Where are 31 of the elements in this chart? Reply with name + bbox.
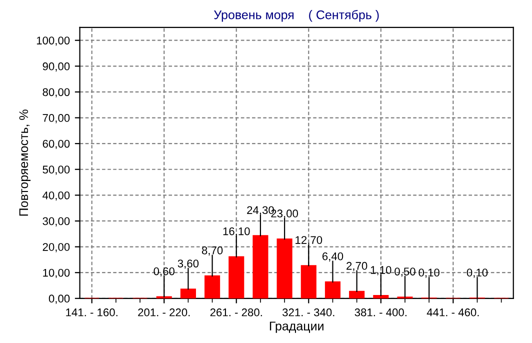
- x-axis-title: Градации: [270, 322, 324, 333]
- y-tick-label: 20,00: [42, 243, 70, 252]
- y-tick-label: 70,00: [42, 114, 70, 124]
- x-tick-label: 261. - 280.: [210, 308, 262, 316]
- data-label: 0,10: [466, 268, 488, 278]
- y-tick-label: 90,00: [42, 62, 70, 72]
- x-tick-label: 381. - 400.: [354, 308, 406, 316]
- chart-title: Уровень моря ( Сентябрь ): [214, 10, 379, 22]
- x-tick-label: 201. - 220.: [138, 308, 190, 316]
- y-tick-label: 60,00: [42, 140, 70, 150]
- data-label: 12,70: [296, 236, 322, 246]
- data-label: 16,10: [223, 227, 250, 237]
- x-tick-label: 441. - 460.: [426, 308, 479, 316]
- y-tick-label: 40,00: [42, 191, 70, 201]
- y-axis-title: Повторяемость, %: [19, 110, 31, 216]
- data-label: 6,40: [322, 252, 344, 262]
- data-label: 0,50: [394, 268, 416, 277]
- y-tick-label: 10,00: [43, 268, 70, 278]
- data-label: 0,10: [418, 268, 440, 278]
- data-label: 2,70: [346, 262, 368, 272]
- y-tick-label: 80,00: [42, 88, 70, 98]
- x-tick-label: 141. - 160.: [66, 308, 118, 316]
- data-label: 0,60: [154, 267, 174, 277]
- y-tick-label: 0,00: [48, 294, 70, 304]
- y-tick-label: 30,00: [42, 217, 70, 226]
- data-label: 3,60: [178, 260, 199, 269]
- y-tick-label: 50,00: [42, 166, 70, 175]
- data-label: 1,10: [370, 266, 392, 276]
- y-tick-label: 100,00: [36, 36, 70, 46]
- x-tick-label: 321. - 340.: [282, 308, 334, 316]
- data-label: 8,70: [202, 246, 223, 256]
